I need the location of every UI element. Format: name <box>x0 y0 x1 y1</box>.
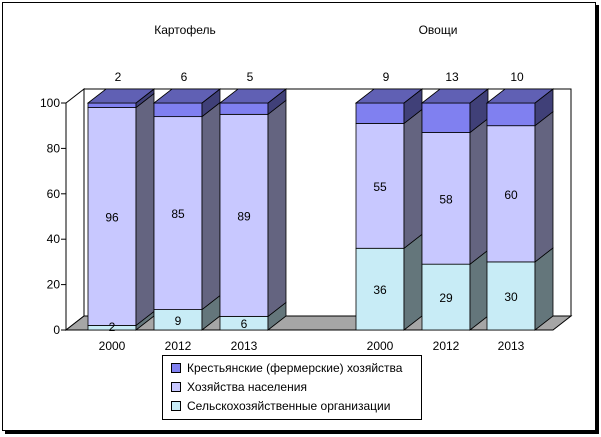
bar-segment-front <box>219 113 269 317</box>
legend-item-agri-orgs: Сельскохозяйственные организации <box>171 398 390 414</box>
bar-segment-front <box>355 123 405 249</box>
data-label: 2 <box>115 70 122 84</box>
data-label: 13 <box>445 70 459 84</box>
bar-top <box>218 88 288 104</box>
bar-segment-front <box>153 116 203 310</box>
bar-segment-side <box>534 110 554 263</box>
bar-top <box>86 88 156 104</box>
bar-segment-side <box>135 92 155 327</box>
bar-segment-front <box>486 125 536 263</box>
bar-segment-side <box>469 117 489 265</box>
x-tick-label: 2000 <box>99 339 126 353</box>
data-label: 10 <box>510 70 524 84</box>
bar-segment-front <box>355 247 405 331</box>
bar-segment-front <box>486 102 536 127</box>
data-label: 85 <box>171 207 185 221</box>
bar-top <box>420 88 490 104</box>
chart-legend: Крестьянские (фермерские) хозяйства Хозя… <box>162 355 422 420</box>
x-tick-label: 2000 <box>367 339 394 353</box>
side-wall <box>65 87 85 332</box>
y-tick-label: 20 <box>47 278 61 292</box>
data-label: 6 <box>181 70 188 84</box>
data-label: 9 <box>383 70 390 84</box>
y-tick-label: 60 <box>47 187 61 201</box>
bar-segment-side <box>403 108 423 250</box>
data-label: 30 <box>504 290 518 304</box>
bar-segment-front <box>219 102 269 115</box>
legend-label-households: Хозяйства населения <box>187 380 307 394</box>
data-label: 58 <box>439 192 453 206</box>
data-label: 89 <box>237 209 251 223</box>
data-label: 5 <box>247 70 254 84</box>
y-tick-label: 0 <box>53 323 60 337</box>
data-label: 9 <box>175 314 182 328</box>
bar-segment-front <box>421 263 471 331</box>
group-label: Овощи <box>419 23 458 37</box>
data-label: 55 <box>373 180 387 194</box>
bar-segment-front <box>87 102 137 108</box>
legend-label-agri-orgs: Сельскохозяйственные организации <box>187 399 391 413</box>
bar-segment-side <box>201 101 221 311</box>
legend-swatch-agri-orgs <box>171 401 181 411</box>
data-label: 2 <box>109 320 116 334</box>
legend-swatch-farms <box>171 363 181 373</box>
data-label: 96 <box>105 211 119 225</box>
group-label: Картофель <box>154 23 216 37</box>
y-tick-label: 100 <box>40 96 60 110</box>
legend-swatch-households <box>171 382 181 392</box>
x-tick-label: 2012 <box>433 339 460 353</box>
x-tick-label: 2012 <box>165 339 192 353</box>
y-tick-label: 40 <box>47 232 61 246</box>
x-tick-label: 2013 <box>231 339 258 353</box>
bar-top <box>485 88 555 104</box>
bar-segment-front <box>486 261 536 331</box>
bar-segment-front <box>421 102 471 133</box>
bar-segment-side <box>403 233 423 331</box>
bar-top <box>152 88 222 104</box>
legend-item-farms: Крестьянские (фермерские) хозяйства <box>171 360 402 376</box>
data-label: 29 <box>439 291 453 305</box>
bar-segment-front <box>153 102 203 118</box>
data-label: 60 <box>504 188 518 202</box>
bar-segment-front <box>355 102 405 124</box>
data-label: 36 <box>373 283 387 297</box>
x-tick-label: 2013 <box>498 339 525 353</box>
bar-top <box>354 88 424 104</box>
bar-segment-side <box>267 99 287 318</box>
legend-item-households: Хозяйства населения <box>171 379 307 395</box>
legend-label-farms: Крестьянские (фермерские) хозяйства <box>187 361 403 375</box>
y-tick-label: 80 <box>47 141 61 155</box>
data-label: 6 <box>241 317 248 331</box>
